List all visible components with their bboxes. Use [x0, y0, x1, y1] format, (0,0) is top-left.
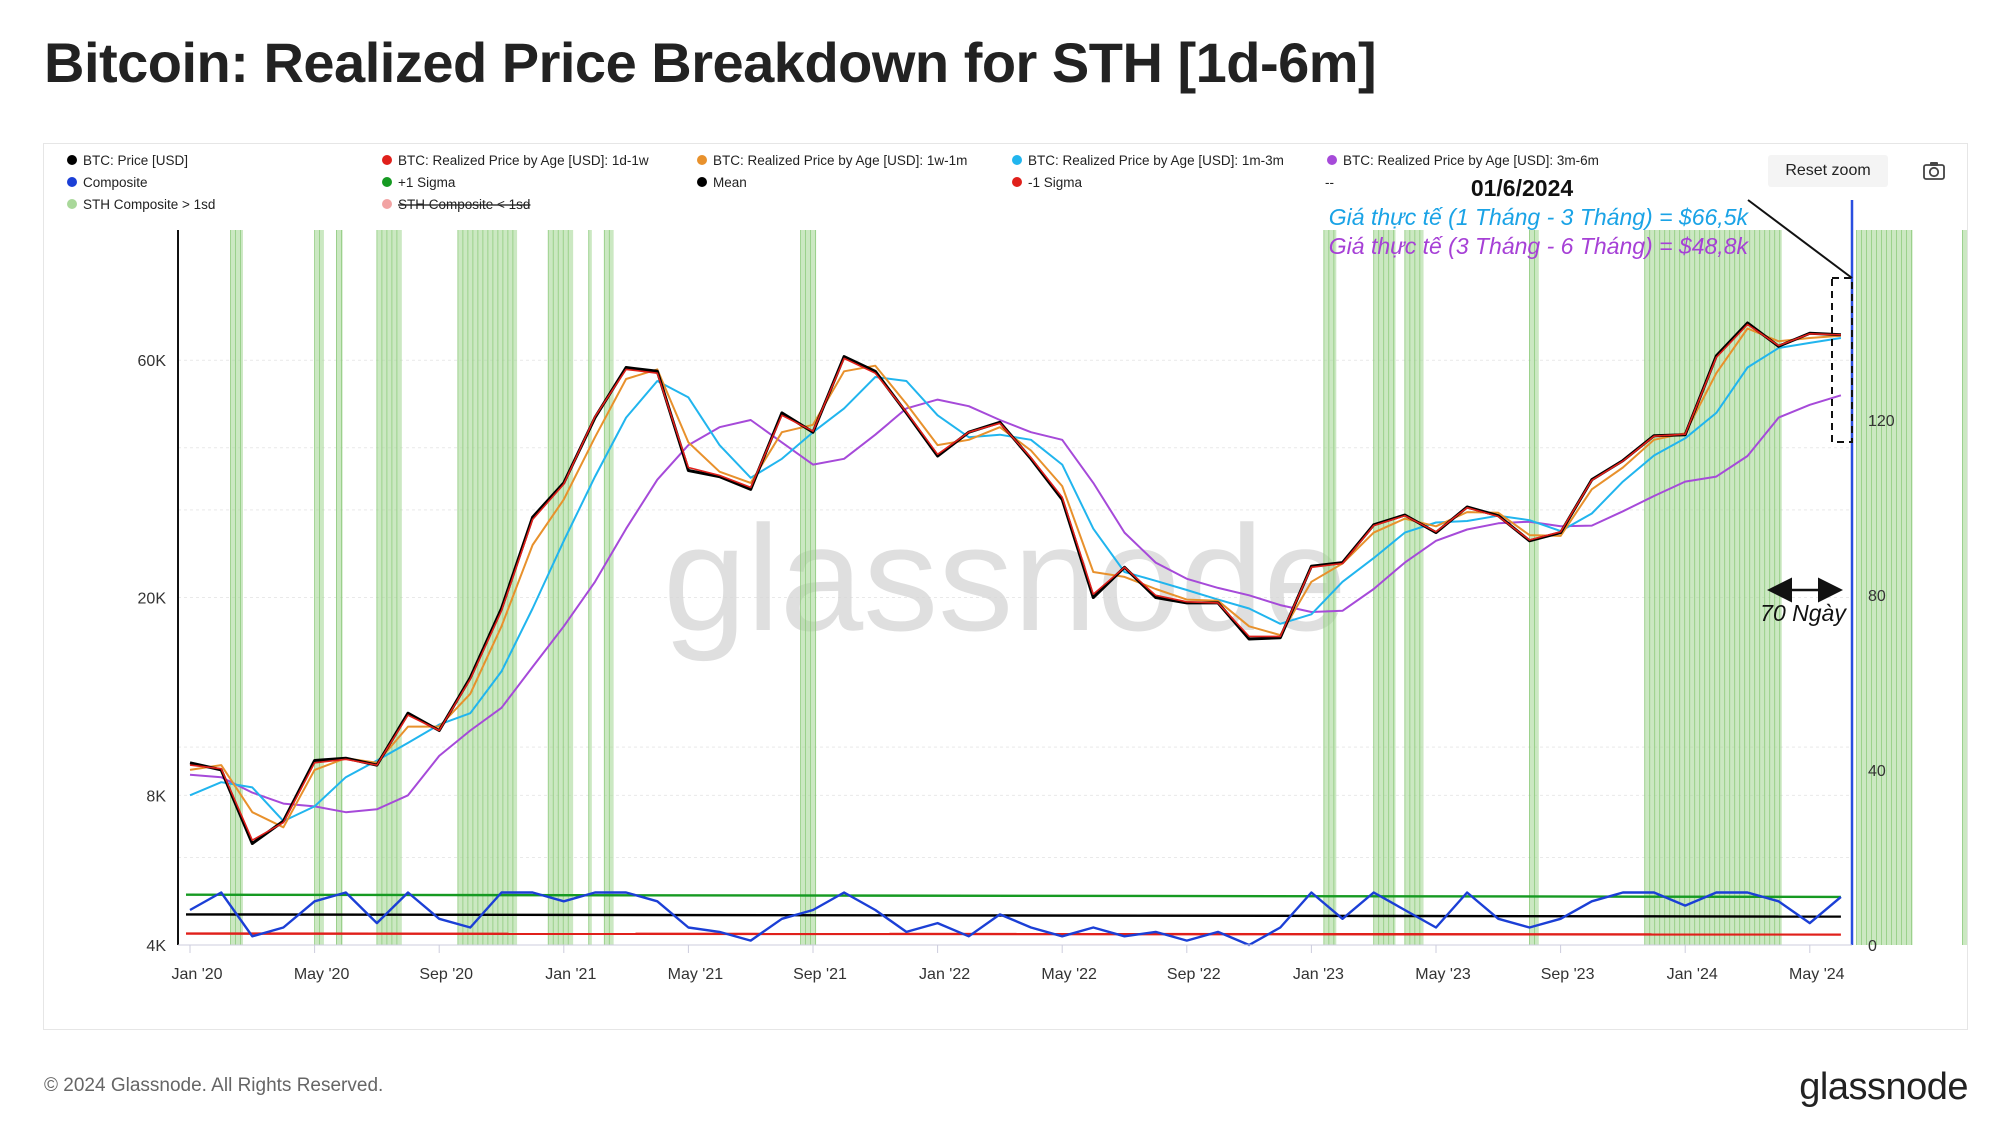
axes: Jan '20 May '20 Sep '20 Jan '21 May '21 Sep '… — [138, 200, 1895, 983]
legend-label: -1 Sigma — [1028, 175, 1083, 190]
legend-item-9[interactable]: -- — [1325, 175, 1334, 190]
x-tick-label: Sep '21 — [793, 966, 847, 983]
legend-marker — [697, 155, 707, 165]
legend-item-0[interactable]: BTC: Price [USD] — [67, 153, 188, 168]
band-9 — [1323, 230, 1337, 945]
y-left-tick-label: 60K — [138, 353, 167, 370]
band-13 — [1644, 230, 1782, 945]
legend-item-10[interactable]: STH Composite > 1sd — [67, 197, 215, 212]
y-right-tick-label: 120 — [1868, 413, 1895, 430]
legend-item-7[interactable]: Mean — [697, 175, 747, 190]
y-right-tick-label: 0 — [1868, 938, 1877, 955]
annotation-dashed-box — [1831, 277, 1853, 443]
chart-frame — [43, 143, 1968, 1030]
legend-label: Mean — [713, 175, 747, 190]
page-title: Bitcoin: Realized Price Breakdown for ST… — [44, 31, 1377, 94]
band-11 — [1404, 230, 1424, 945]
legend-item-8[interactable]: -1 Sigma — [1012, 175, 1083, 190]
legend-item-1[interactable]: BTC: Realized Price by Age [USD]: 1d-1w — [382, 153, 649, 168]
y-right-tick-label: 40 — [1868, 763, 1886, 780]
legend-marker — [67, 155, 77, 165]
legend-marker — [1012, 155, 1022, 165]
legend-item-5[interactable]: Composite — [67, 175, 148, 190]
annotation-pointer-line — [1747, 199, 1853, 279]
band-5 — [548, 230, 574, 945]
x-tick-label: Sep '20 — [419, 966, 473, 983]
legend-marker — [382, 155, 392, 165]
sth-composite-bands — [230, 230, 1968, 945]
legend-label: +1 Sigma — [398, 175, 456, 190]
legend-marker — [67, 199, 77, 209]
legend-label: Composite — [83, 175, 148, 190]
x-tick-label: Sep '23 — [1541, 966, 1595, 983]
legend-item-3[interactable]: BTC: Realized Price by Age [USD]: 1m-3m — [1012, 153, 1284, 168]
series-composite — [189, 891, 1842, 947]
brand-logo: glassnode — [1799, 1066, 1968, 1108]
legend-marker — [67, 177, 77, 187]
series--1-sigma — [185, 893, 1841, 899]
x-tick-label: Jan '24 — [1667, 966, 1718, 983]
x-tick-label: Jan '20 — [171, 966, 222, 983]
band-14 — [1856, 230, 1913, 945]
x-tick-label: Jan '23 — [1293, 966, 1344, 983]
x-tick-label: Jan '21 — [545, 966, 596, 983]
x-tick-label: May '21 — [668, 966, 724, 983]
band-0 — [230, 230, 243, 945]
legend-marker — [1012, 177, 1022, 187]
legend-label: BTC: Realized Price by Age [USD]: 3m-6m — [1343, 153, 1599, 168]
x-tick-label: May '23 — [1415, 966, 1471, 983]
legend-marker — [697, 177, 707, 187]
x-tick-label: May '24 — [1789, 966, 1845, 983]
x-tick-label: Jan '22 — [919, 966, 970, 983]
x-tick-label: May '20 — [294, 966, 350, 983]
reset-zoom-button[interactable]: Reset zoom — [1768, 155, 1888, 187]
copyright-text: © 2024 Glassnode. All Rights Reserved. — [44, 1075, 384, 1096]
legend-marker — [382, 177, 392, 187]
annotation-line-3m-6m: Giá thực tế (3 Tháng - 6 Tháng) = $48,8k — [1329, 233, 1750, 259]
y-left-tick-label: 8K — [146, 788, 166, 805]
camera-icon[interactable] — [1922, 160, 1946, 182]
legend[interactable]: BTC: Price [USD] BTC: Realized Price by A… — [67, 153, 1599, 212]
band-8 — [800, 230, 817, 945]
legend-label: BTC: Realized Price by Age [USD]: 1w-1m — [713, 153, 967, 168]
legend-label: STH Composite < 1sd — [398, 197, 530, 212]
band-10 — [1373, 230, 1396, 945]
legend-item-6[interactable]: +1 Sigma — [382, 175, 456, 190]
legend-label: BTC: Realized Price by Age [USD]: 1m-3m — [1028, 153, 1284, 168]
y-left-tick-label: 20K — [138, 590, 167, 607]
x-tick-label: May '22 — [1041, 966, 1097, 983]
band-3 — [376, 230, 402, 945]
watermark-text: glassnode — [663, 494, 1347, 662]
series--1-sigma — [185, 932, 1841, 936]
x-tick-label: Sep '22 — [1167, 966, 1221, 983]
band-15 — [1962, 230, 1968, 945]
legend-label: STH Composite > 1sd — [83, 197, 215, 212]
annotations: 01/6/2024 Giá thực tế (1 Tháng - 3 Tháng… — [1329, 175, 1853, 626]
legend-label: BTC: Price [USD] — [83, 153, 188, 168]
legend-item-4[interactable]: BTC: Realized Price by Age [USD]: 3m-6m — [1327, 153, 1599, 168]
y-right-tick-label: 80 — [1868, 588, 1886, 605]
legend-label: -- — [1325, 175, 1334, 190]
legend-item-2[interactable]: BTC: Realized Price by Age [USD]: 1w-1m — [697, 153, 967, 168]
annotation-days: 70 Ngày — [1760, 600, 1847, 626]
y-left-tick-label: 4K — [146, 938, 166, 955]
annotation-line-1m-3m: Giá thực tế (1 Tháng - 3 Tháng) = $66,5k — [1329, 204, 1750, 230]
legend-item-11[interactable]: STH Composite < 1sd — [382, 197, 530, 212]
annotation-date: 01/6/2024 — [1471, 175, 1574, 201]
legend-marker — [382, 199, 392, 209]
legend-marker — [1327, 155, 1337, 165]
legend-label: BTC: Realized Price by Age [USD]: 1d-1w — [398, 153, 649, 168]
series-btc-realized-price-by-age-usd-1d-1w — [189, 323, 1841, 842]
band-2 — [336, 230, 343, 945]
series-lines — [185, 321, 1842, 947]
